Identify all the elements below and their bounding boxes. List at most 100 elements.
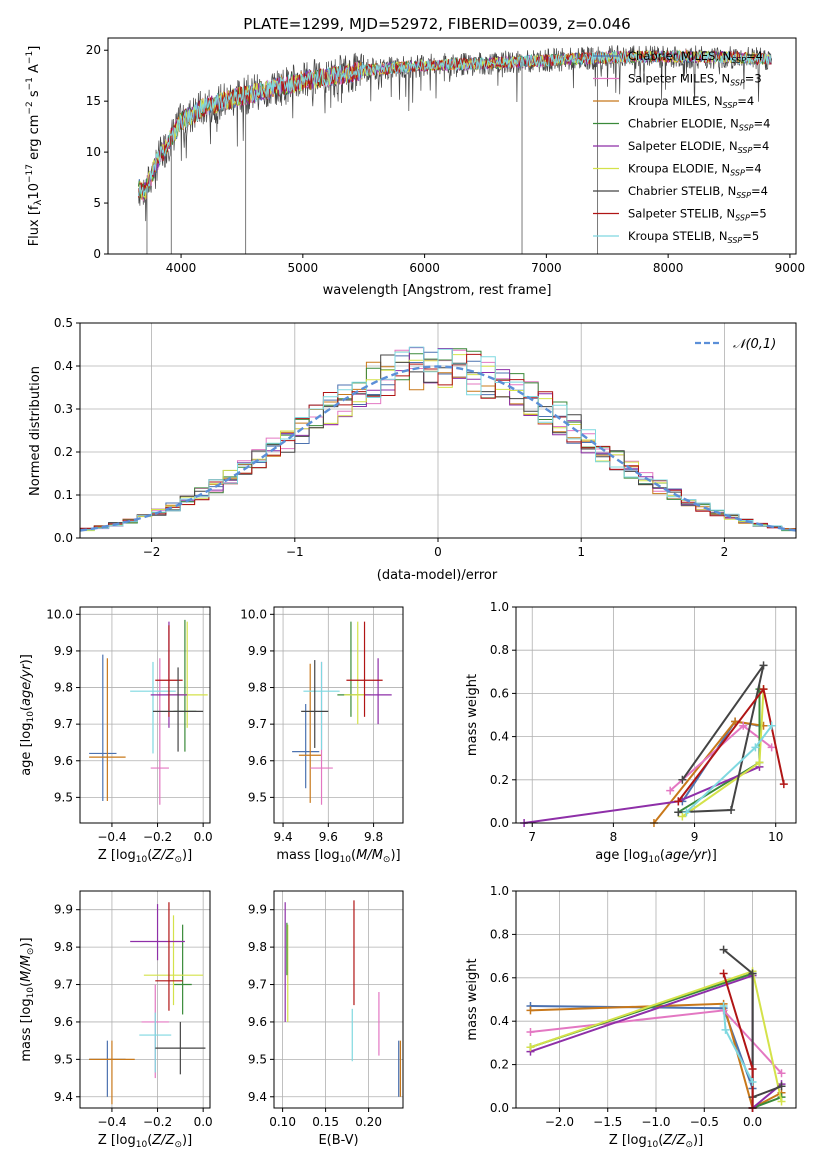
age-weight-ylabel: mass weight [465, 674, 480, 756]
z-mass-frame [79, 890, 211, 1109]
ebv-mass-xtick-label: 0.10 [269, 1115, 296, 1129]
residual-histogram [80, 346, 796, 531]
mass-age-ytick-label: 9.5 [248, 790, 267, 804]
age-weight-point [751, 743, 760, 752]
residual-ytick-label: 0.1 [54, 488, 73, 502]
spectrum-ytick-label: 15 [86, 94, 101, 108]
ebv-mass-ytick-label: 9.5 [248, 1052, 267, 1066]
legend-label: Salpeter ELODIE, NSSP=4 [628, 139, 769, 155]
spectrum-panel: PLATE=1299, MJD=52972, FIBERID=0039, z=0… [25, 15, 805, 298]
z-weight-ytick-label: 0.0 [490, 1101, 509, 1115]
mass-age-xtick-label: 9.4 [274, 830, 293, 844]
mass-age-panel: 9.4 9.6 9.8 9.5 9.6 9.7 9.8 9.9 10.0 mass [log10(… [240, 606, 404, 865]
ebv-mass-xlabel: E(B-V) [318, 1133, 358, 1148]
spectrum-ylabel: Flux [fλ10−17 erg cm−2 s−1 A−1] [25, 46, 44, 247]
mass-age-xlabel: mass [log10(M/M⊙)] [276, 848, 400, 865]
ebv-mass-ytick-label: 9.8 [248, 940, 267, 954]
age-weight-point [739, 721, 748, 730]
spectrum-xtick-label: 7000 [531, 261, 562, 275]
age-weight-xtick-label: 9 [691, 830, 699, 844]
ebv-mass-xtick-label: 0.15 [312, 1115, 339, 1129]
age-weight-xtick-label: 8 [610, 830, 618, 844]
z-weight-point [777, 1082, 786, 1091]
spectrum-title: PLATE=1299, MJD=52972, FIBERID=0039, z=0… [243, 15, 630, 33]
z-mass-ytick-label: 9.5 [54, 1052, 73, 1066]
age-weight-series-line [677, 689, 761, 814]
age-weight-point [779, 780, 788, 789]
z-weight-ytick-label: 0.6 [490, 971, 509, 985]
residual-xtick-label: −1 [286, 545, 304, 559]
ebv-mass-ytick-label: 9.7 [248, 978, 267, 992]
z-weight-series-line [722, 973, 754, 1108]
z-mass-xtick-label: −0.2 [143, 1115, 172, 1129]
age-weight-panel: 7 8 9 10 0.0 0.2 0.4 0.6 0.8 1.0 age [log10(age/yr… [465, 600, 797, 865]
z-mass-ylabel: mass [log10(M/M⊙)] [19, 937, 36, 1061]
z-age-frame [79, 606, 211, 824]
spectrum-ytick-label: 20 [86, 43, 101, 57]
z-weight-point [526, 1028, 535, 1037]
z-weight-point [777, 1097, 786, 1106]
ebv-mass-ytick-label: 9.9 [248, 903, 267, 917]
z-weight-ytick-label: 0.8 [490, 927, 509, 941]
z-weight-ytick-label: 0.4 [490, 1014, 509, 1028]
z-mass-ytick-label: 9.8 [54, 940, 73, 954]
residual-bars [80, 346, 796, 532]
z-weight-series-line [722, 948, 782, 1099]
age-weight-point [727, 806, 736, 815]
z-weight-panel: −2.0 −1.5 −1.0 −0.5 0.0 0.0 0.2 0.4 0.6 0.8 1.0 Z [… [465, 884, 797, 1150]
z-age-ytick-label: 9.7 [54, 717, 73, 731]
z-age-ytick-label: 9.9 [54, 644, 73, 658]
age-weight-xtick-label: 10 [768, 830, 783, 844]
z-mass-ytick-label: 9.4 [54, 1090, 73, 1104]
z-age-panel: −0.4 −0.2 0.0 9.5 9.6 9.7 9.8 9.9 10.0 Z [log10(Z… [19, 606, 213, 865]
age-weight-ytick-label: 0.8 [490, 643, 509, 657]
age-weight-point [755, 758, 764, 767]
legend-label: Salpeter MILES, NSSP=3 [628, 72, 762, 88]
age-weight-point [759, 661, 768, 670]
legend-label: Salpeter STELIB, NSSP=5 [628, 207, 767, 223]
ebv-mass-panel: 0.10 0.15 0.20 9.4 9.5 9.6 9.7 9.8 9.9 E(B-V) [248, 890, 404, 1148]
z-age-xlabel: Z [log10(Z/Z⊙)] [98, 848, 192, 865]
legend-label: Kroupa STELIB, NSSP=5 [628, 229, 759, 245]
mass-age-xtick-label: 9.8 [364, 830, 383, 844]
spectrum-xtick-label: 9000 [775, 261, 806, 275]
age-weight-ytick-label: 1.0 [490, 600, 509, 614]
spectrum-lines [137, 45, 772, 254]
mass-age-ytick-label: 9.8 [248, 681, 267, 695]
z-weight-xlabel: Z [log10(Z/Z⊙)] [609, 1133, 703, 1150]
z-weight-xtick-label: −2.0 [545, 1115, 574, 1129]
spectrum-xtick-label: 5000 [288, 261, 319, 275]
residual-xtick-label: 0 [434, 545, 442, 559]
normal-legend-label: 𝒩(0,1) [733, 337, 776, 352]
z-weight-xtick-label: −1.5 [593, 1115, 622, 1129]
age-weight-point [767, 743, 776, 752]
spectrum-ytick-label: 0 [93, 247, 101, 261]
z-weight-ytick-label: 0.2 [490, 1058, 509, 1072]
z-weight-xtick-label: −0.5 [690, 1115, 719, 1129]
mass-age-ytick-label: 9.9 [248, 644, 267, 658]
mass-age-xtick-label: 9.6 [319, 830, 338, 844]
spectrum-xtick-label: 4000 [166, 261, 197, 275]
spectrum-legend: Chabrier MILES, NSSP=4 Salpeter MILES, NS… [593, 49, 770, 245]
residual-legend: 𝒩(0,1) [695, 337, 776, 352]
age-weight-point [666, 786, 675, 795]
z-age-ytick-label: 9.6 [54, 754, 73, 768]
ebv-mass-frame [273, 890, 404, 1109]
residual-histogram [80, 353, 796, 530]
age-weight-point [674, 797, 683, 806]
residual-xtick-label: 2 [721, 545, 729, 559]
residual-xtick-label: 1 [577, 545, 585, 559]
z-mass-xtick-label: −0.4 [97, 1115, 126, 1129]
spectrum-xlabel: wavelength [Angstrom, rest frame] [323, 283, 552, 298]
z-mass-xlabel: Z [log10(Z/Z⊙)] [98, 1133, 192, 1150]
z-weight-xtick-label: 0.0 [743, 1115, 762, 1129]
residual-xlabel: (data-model)/error [377, 568, 498, 583]
age-weight-point [759, 685, 768, 694]
spectrum-xtick-label: 6000 [409, 261, 440, 275]
z-weight-point [719, 969, 728, 978]
age-weight-point [678, 812, 687, 821]
residual-ytick-label: 0.3 [54, 402, 73, 416]
age-weight-ytick-label: 0.6 [490, 686, 509, 700]
z-mass-panel: −0.4 −0.2 0.0 9.4 9.5 9.6 9.7 9.8 9.9 Z [log10(Z/… [19, 890, 213, 1150]
age-weight-point [767, 721, 776, 730]
